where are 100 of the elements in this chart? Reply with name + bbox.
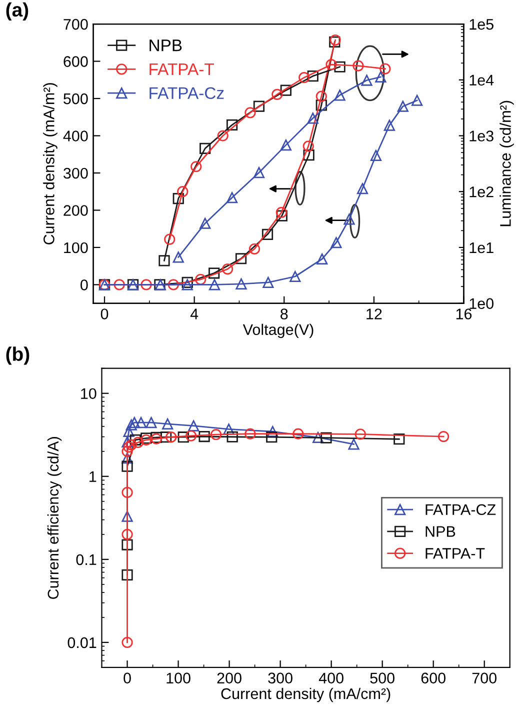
point xyxy=(162,418,174,430)
point xyxy=(316,90,327,102)
point xyxy=(160,432,172,443)
point xyxy=(126,439,137,450)
point xyxy=(326,59,337,70)
y-tick-label: 300 xyxy=(64,168,88,179)
point xyxy=(290,270,301,282)
x-tick-label: 500 xyxy=(370,672,394,684)
y-tick-label: 100 xyxy=(64,242,88,254)
point xyxy=(198,430,210,442)
point xyxy=(122,528,133,540)
point xyxy=(253,100,265,112)
point xyxy=(158,255,170,266)
point xyxy=(146,416,157,428)
point xyxy=(195,274,206,286)
legend-label: NPB xyxy=(150,40,182,52)
point xyxy=(266,432,278,443)
point xyxy=(298,72,310,84)
point xyxy=(210,428,222,440)
point xyxy=(316,253,328,265)
legend-label: NPB xyxy=(426,526,456,537)
point xyxy=(267,426,278,438)
point xyxy=(334,61,346,72)
point xyxy=(356,183,368,194)
point xyxy=(348,438,360,450)
point xyxy=(172,252,184,263)
y-tick-label: 0.1 xyxy=(76,554,96,566)
point xyxy=(276,206,287,218)
point xyxy=(217,130,228,142)
x-tick-label: 200 xyxy=(217,672,242,684)
point xyxy=(135,416,147,428)
point xyxy=(122,446,133,457)
point xyxy=(307,112,318,124)
x-tick-label: 100 xyxy=(166,672,190,684)
point xyxy=(244,107,256,118)
y2-axis-title: Luminance (cd/m²) xyxy=(500,100,514,226)
point xyxy=(140,279,152,290)
x-tick-label: 0 xyxy=(124,672,131,684)
point xyxy=(178,432,189,443)
x-tick-label: 300 xyxy=(268,672,292,684)
chart-title: (a) xyxy=(6,2,28,21)
point xyxy=(122,510,133,522)
x-tick-label: 700 xyxy=(472,672,497,684)
point xyxy=(272,88,283,100)
point xyxy=(185,430,197,442)
point xyxy=(253,167,265,178)
point xyxy=(222,263,234,275)
y-tick-label: 400 xyxy=(63,130,88,142)
point xyxy=(280,140,292,151)
point xyxy=(280,84,292,96)
point xyxy=(302,140,314,152)
point xyxy=(375,71,386,82)
x-tick-label: 16 xyxy=(456,308,472,320)
point xyxy=(334,90,346,101)
point xyxy=(122,539,133,550)
y-tick-label: 600 xyxy=(64,56,88,67)
point xyxy=(248,243,260,254)
point xyxy=(114,279,125,290)
point xyxy=(320,432,332,444)
point xyxy=(164,234,176,245)
point xyxy=(226,119,238,131)
point xyxy=(316,100,327,111)
y2-tick-label: 1e1 xyxy=(470,242,494,254)
point xyxy=(262,276,274,288)
y-tick-label: 1 xyxy=(90,471,96,482)
point xyxy=(307,70,318,82)
point xyxy=(188,420,200,432)
point xyxy=(276,210,288,222)
legend-label: FATPA-Cz xyxy=(150,87,224,100)
point xyxy=(292,428,304,440)
point xyxy=(122,460,133,472)
point xyxy=(168,279,179,290)
point xyxy=(177,186,188,198)
point xyxy=(384,120,395,131)
point xyxy=(303,150,314,161)
point xyxy=(226,192,238,204)
y-tick-label: 500 xyxy=(64,93,88,104)
point xyxy=(123,426,134,438)
y2-tick-label: 1e3 xyxy=(470,130,494,142)
y-tick-label: 700 xyxy=(64,18,88,30)
legend-label: FATPA-T xyxy=(426,548,485,559)
point xyxy=(380,63,391,74)
x-axis-title: Voltage(V) xyxy=(242,324,314,338)
point xyxy=(354,428,366,440)
point xyxy=(132,436,144,448)
point xyxy=(200,142,211,154)
x-tick-label: 600 xyxy=(421,672,446,684)
point xyxy=(126,419,137,430)
x-axis-title: Current density (mA/cm²) xyxy=(221,688,390,702)
point xyxy=(128,416,140,428)
y-axis-title: Current density (mA/m²) xyxy=(43,83,58,244)
point xyxy=(122,452,133,464)
x-tick-label: 400 xyxy=(318,672,344,684)
x-tick-label: 12 xyxy=(366,308,382,320)
y2-tick-label: 1e4 xyxy=(470,74,494,86)
point xyxy=(344,214,355,225)
y-tick-label: 10 xyxy=(81,388,96,400)
point xyxy=(397,100,408,112)
point xyxy=(208,268,220,279)
x-tick-label: 4 xyxy=(190,308,198,320)
